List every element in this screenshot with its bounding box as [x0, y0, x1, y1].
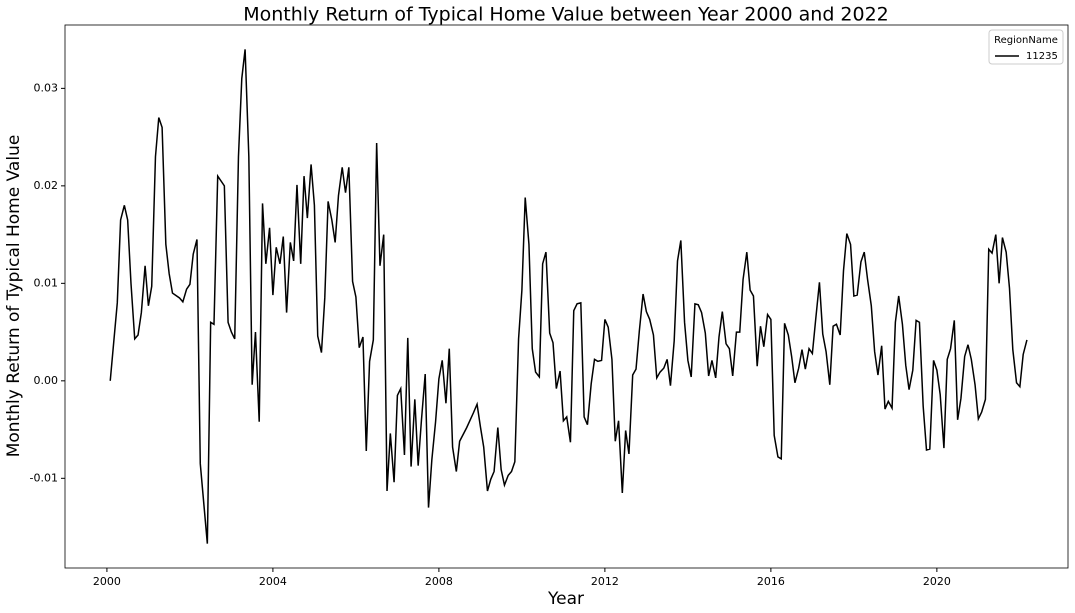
y-tick-label: 0.01: [34, 276, 59, 289]
x-tick-label: 2000: [93, 575, 121, 588]
y-tick-label: -0.01: [30, 471, 58, 484]
y-tick-label: 0.02: [34, 179, 59, 192]
x-axis-label: Year: [547, 589, 584, 609]
y-tick-label: 0.03: [34, 81, 59, 94]
legend-label: 11235: [1026, 51, 1058, 62]
x-tick-label: 2020: [923, 575, 951, 588]
data-line: [109, 49, 1028, 544]
plot-frame: [64, 24, 1069, 569]
y-axis-label: Monthly Return of Typical Home Value: [4, 135, 24, 458]
x-tick-label: 2008: [425, 575, 453, 588]
legend-title: RegionName: [994, 35, 1058, 46]
chart-title: Monthly Return of Typical Home Value bet…: [243, 4, 889, 26]
x-tick-label: 2004: [259, 575, 287, 588]
y-tick-label: 0.00: [34, 374, 59, 387]
x-tick-label: 2012: [591, 575, 619, 588]
x-tick-label: 2016: [757, 575, 785, 588]
